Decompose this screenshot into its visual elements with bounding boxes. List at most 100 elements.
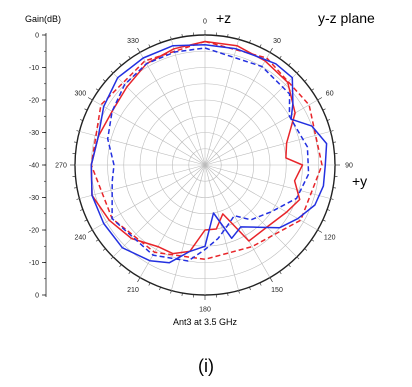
- angle-tick: [332, 141, 337, 143]
- scale-tick-label: -30: [29, 130, 39, 137]
- angle-tick: [288, 62, 291, 66]
- grid-spoke: [79, 164, 206, 199]
- angle-tick: [311, 239, 315, 242]
- grid-spoke: [92, 99, 206, 166]
- angle-tick: [259, 44, 262, 48]
- angle-tick: [322, 108, 326, 111]
- grid-spoke: [139, 52, 206, 166]
- angle-tick: [73, 187, 78, 189]
- grid-spoke: [204, 164, 271, 278]
- scale-tick-label: 0: [35, 293, 39, 300]
- angle-tick: [137, 47, 141, 53]
- angle-label: 90: [345, 163, 353, 170]
- plane-label: y-z plane: [318, 10, 375, 26]
- angle-tick: [259, 282, 262, 286]
- angle-label: 120: [324, 235, 336, 242]
- angle-label: 180: [199, 307, 211, 314]
- angle-tick: [279, 271, 282, 275]
- grid-spoke: [204, 52, 271, 166]
- chart-title: Ant3 at 3.5 GHz: [173, 317, 238, 327]
- scale-tick-label: -20: [29, 98, 39, 105]
- angle-tick: [311, 88, 315, 91]
- angle-tick: [249, 39, 251, 43]
- angle-tick: [227, 292, 229, 297]
- angle-tick: [95, 239, 99, 242]
- grid-spoke: [204, 99, 318, 166]
- angle-tick: [76, 198, 80, 200]
- angle-tick: [170, 36, 172, 40]
- angle-tick: [102, 79, 106, 82]
- grid-spoke: [139, 164, 206, 278]
- angle-tick: [137, 277, 141, 283]
- grid-spoke: [92, 164, 206, 231]
- angle-label: 240: [74, 235, 86, 242]
- angle-tick: [87, 229, 93, 233]
- grid-spoke: [79, 131, 206, 166]
- angle-tick: [102, 248, 106, 251]
- angle-tick: [159, 39, 161, 43]
- axis-label: Gain(dB): [25, 14, 61, 24]
- figure-caption: (i): [198, 356, 214, 376]
- angle-tick: [128, 55, 131, 59]
- scale-tick-label: 0: [35, 33, 39, 40]
- angle-tick: [84, 108, 88, 111]
- angle-label: 30: [273, 38, 281, 45]
- angle-tick: [79, 209, 83, 211]
- angle-label: 270: [55, 163, 67, 170]
- angle-tick: [181, 33, 183, 38]
- angle-tick: [119, 62, 122, 66]
- grid-spoke: [171, 39, 206, 166]
- angle-label: 210: [127, 287, 139, 294]
- series-line-3: [90, 44, 328, 264]
- grid-spoke: [204, 39, 239, 166]
- grid-spoke: [204, 164, 239, 291]
- pos-y-label: +y: [352, 173, 367, 189]
- grid-spoke: [204, 131, 331, 166]
- angle-tick: [317, 97, 323, 101]
- angle-tick: [76, 130, 80, 132]
- grid-spoke: [204, 164, 298, 258]
- angle-tick: [170, 290, 172, 294]
- scale-tick-label: -10: [29, 260, 39, 267]
- angle-tick: [332, 187, 337, 189]
- angle-tick: [322, 219, 326, 222]
- angle-tick: [110, 70, 114, 74]
- angle-label: 300: [74, 91, 86, 98]
- grid-spoke: [204, 72, 298, 166]
- angle-tick: [269, 277, 273, 283]
- angle-tick: [148, 282, 151, 286]
- angle-tick: [79, 119, 83, 121]
- grid-spoke: [204, 164, 318, 231]
- angle-tick: [249, 287, 251, 291]
- angle-labels: 0 30 60 90 120 150 180 210 240 270 300 330: [55, 19, 353, 314]
- angle-tick: [148, 44, 151, 48]
- angle-tick: [110, 256, 114, 260]
- angle-tick: [279, 55, 282, 59]
- polar-grid: [70, 30, 340, 300]
- angle-tick: [327, 119, 331, 121]
- angle-label: 330: [127, 38, 139, 45]
- grid-spoke: [204, 164, 331, 199]
- angle-tick: [330, 198, 334, 200]
- grid-spoke: [112, 164, 206, 258]
- scale-tick-label: -10: [29, 65, 39, 72]
- angle-tick: [227, 33, 229, 38]
- angle-label: 150: [271, 287, 283, 294]
- angle-tick: [181, 292, 183, 297]
- grid-spoke: [112, 72, 206, 166]
- scale-tick-label: -40: [29, 163, 39, 170]
- angle-tick: [304, 79, 308, 82]
- pos-z-label: +z: [216, 10, 231, 26]
- angle-tick: [238, 36, 240, 40]
- angle-tick: [84, 219, 88, 222]
- scale-tick-label: -20: [29, 228, 39, 235]
- series-line-1: [90, 40, 304, 255]
- angle-tick: [296, 70, 300, 74]
- chart-series: [90, 40, 328, 264]
- series-line-4: [106, 47, 310, 262]
- angle-tick: [330, 130, 334, 132]
- angle-tick: [304, 248, 308, 251]
- angle-label: 0: [203, 19, 207, 26]
- angle-tick: [327, 209, 331, 211]
